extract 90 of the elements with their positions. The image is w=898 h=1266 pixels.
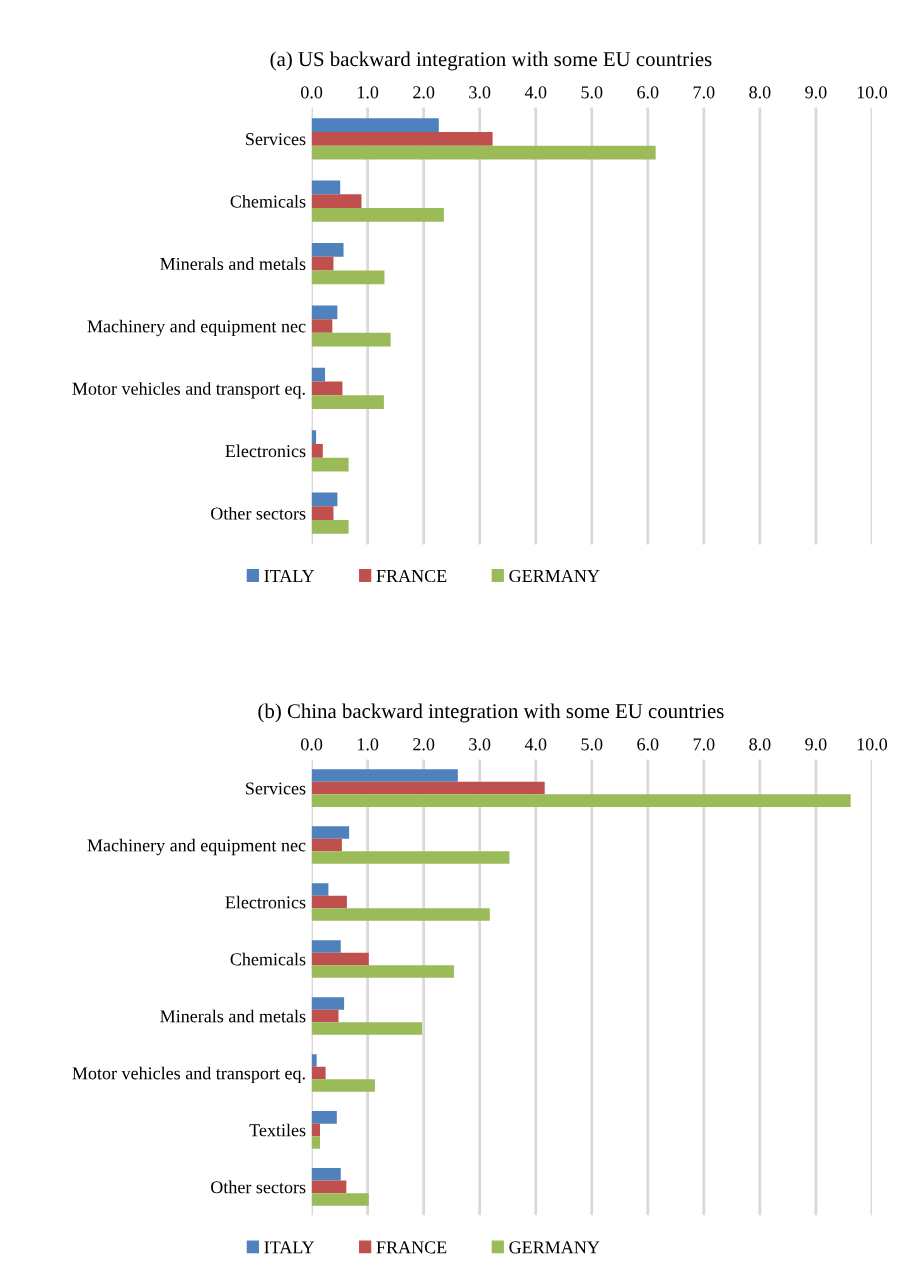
bar [311, 381, 343, 396]
x-tick-label: 8.0 [749, 86, 771, 99]
bar [311, 430, 317, 444]
x-tick-label: 0.0 [301, 86, 323, 99]
y-tick-label: Minerals and metals [160, 1009, 306, 1023]
y-tick-label: Services [246, 133, 306, 146]
bar [311, 781, 545, 795]
bar [311, 180, 341, 195]
bar [311, 506, 334, 521]
bar [311, 319, 333, 333]
bar [311, 1180, 347, 1194]
bar [311, 965, 454, 978]
bar [311, 826, 350, 839]
bar [311, 1066, 326, 1080]
y-tick-label: Other sectors [211, 1180, 306, 1194]
bar [311, 1022, 422, 1035]
bar [311, 1009, 339, 1023]
y-tick-label: Motor vehicles and transport eq. [72, 1066, 305, 1084]
bar [311, 208, 444, 222]
bar [311, 194, 362, 209]
bar [311, 256, 334, 271]
bar [311, 457, 349, 472]
bar [311, 1079, 375, 1092]
bar [311, 1168, 341, 1181]
bar [311, 332, 391, 347]
legend-label: FRANCE [376, 569, 447, 583]
bar [311, 270, 385, 285]
bar [311, 794, 851, 807]
y-tick-label: Other sectors [211, 506, 306, 520]
bar [311, 243, 344, 257]
bar [311, 895, 347, 909]
x-tick-label: 3.0 [469, 86, 491, 99]
bar [311, 952, 369, 966]
bar [311, 118, 439, 132]
x-tick-label: 5.0 [581, 86, 603, 99]
bar [311, 1054, 317, 1067]
y-tick-label: Machinery and equipment nec [87, 838, 306, 856]
y-tick-label: Minerals and metals [160, 257, 306, 271]
bar [311, 145, 656, 160]
chart-title: (a) US backward integration with some EU countries [270, 51, 712, 71]
x-tick-label: 2.0 [413, 738, 435, 751]
y-tick-label: Motor vehicles and transport eq. [72, 382, 305, 399]
bar [311, 443, 323, 458]
x-tick-label: 4.0 [524, 86, 547, 99]
x-tick-label: 6.0 [637, 738, 659, 751]
bar [311, 908, 490, 921]
x-tick-label: 5.0 [581, 738, 603, 751]
bar [311, 367, 326, 382]
y-tick-label: Machinery and equipment nec [87, 319, 306, 337]
bar [311, 883, 329, 896]
bar [311, 395, 384, 409]
x-tick-label: 4.0 [524, 738, 547, 751]
chart-title: (b) China backward integration with some EU countries [258, 703, 724, 723]
y-tick-label: Electronics [225, 444, 306, 458]
x-tick-label: 1.0 [357, 738, 379, 751]
x-tick-label: 6.0 [637, 86, 659, 99]
bar [311, 131, 493, 146]
bar [311, 1123, 321, 1137]
x-tick-label: 8.0 [749, 738, 771, 751]
bar [311, 997, 345, 1010]
y-tick-label: Textiles [249, 1123, 306, 1137]
bar [311, 940, 341, 953]
bar [311, 520, 349, 534]
bar [311, 492, 338, 507]
x-tick-label: 0.0 [301, 738, 323, 751]
y-tick-label: Services [246, 782, 306, 795]
y-tick-label: Chemicals [230, 952, 306, 966]
x-tick-label: 10.0 [857, 738, 888, 751]
legend-label: GERMANY [509, 1241, 600, 1254]
legend-label: FRANCE [376, 1241, 447, 1254]
legend-label: GERMANY [509, 569, 600, 583]
bar [311, 769, 458, 782]
y-tick-label: Electronics [225, 895, 306, 909]
bar [311, 1193, 369, 1206]
bar [311, 1136, 321, 1149]
y-tick-label: Chemicals [230, 194, 306, 208]
bar [311, 1111, 337, 1124]
bar [311, 305, 338, 320]
legend-label: ITALY [264, 1241, 315, 1254]
legend-label: ITALY [264, 569, 315, 582]
x-tick-label: 9.0 [805, 738, 827, 751]
x-tick-label: 1.0 [357, 86, 379, 99]
bar [311, 838, 342, 852]
x-tick-label: 9.0 [805, 86, 827, 99]
bar [311, 851, 510, 864]
x-tick-label: 10.0 [857, 86, 888, 99]
x-tick-label: 7.0 [693, 86, 715, 99]
x-tick-label: 2.0 [413, 86, 435, 99]
x-tick-label: 7.0 [693, 738, 715, 751]
x-tick-label: 3.0 [469, 738, 491, 751]
